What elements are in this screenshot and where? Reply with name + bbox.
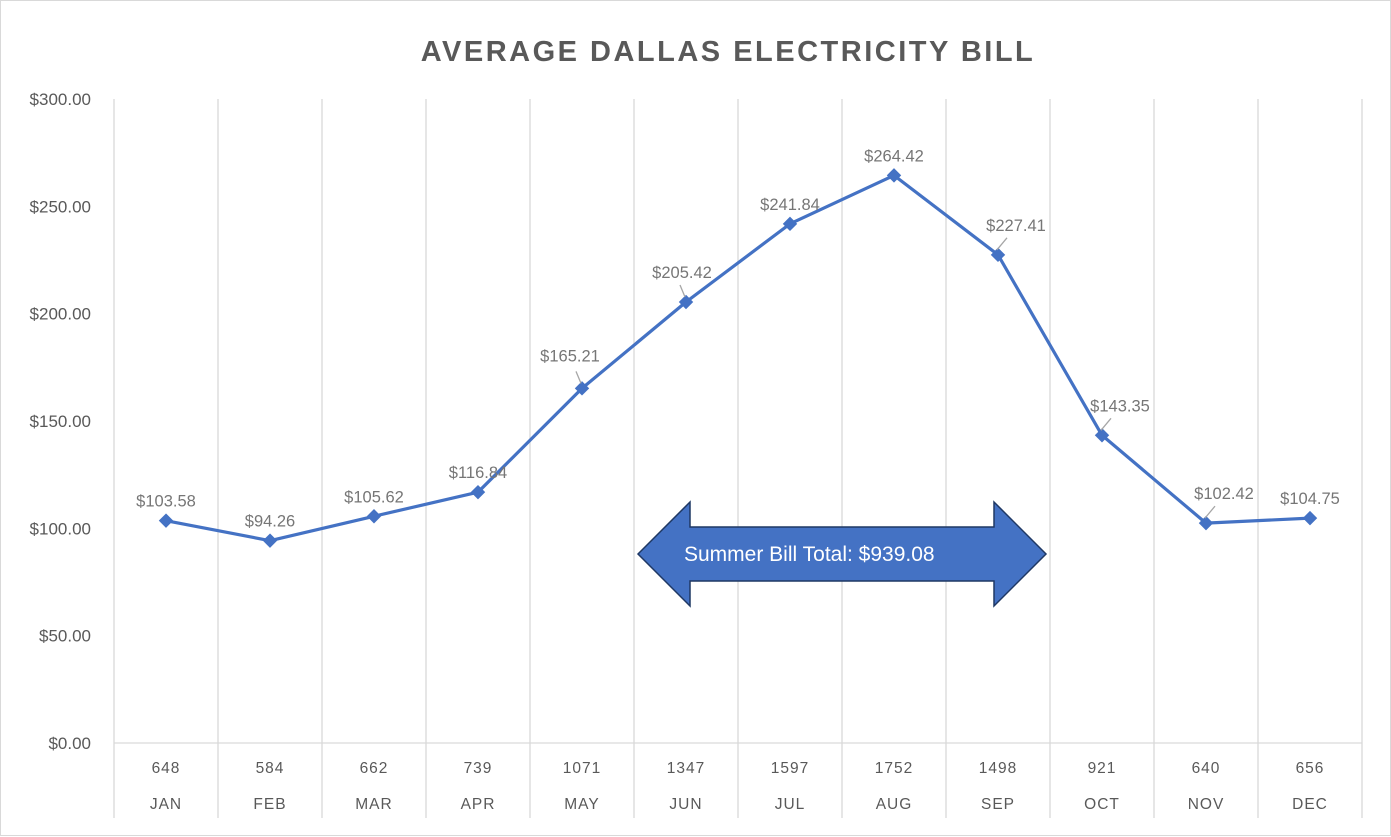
callout-label: Summer Bill Total: $939.08 xyxy=(684,543,935,566)
data-label: $105.62 xyxy=(344,488,404,506)
data-label-leader xyxy=(679,284,686,298)
x-tick-sublabel: 1071 xyxy=(563,760,601,777)
x-tick-label: APR xyxy=(461,796,496,813)
x-tick-label: MAY xyxy=(564,796,599,813)
y-tick-label: $200.00 xyxy=(30,305,91,324)
data-point-marker xyxy=(782,216,798,232)
data-point-marker xyxy=(574,381,590,396)
x-tick-sublabel: 584 xyxy=(256,760,285,777)
x-tick-sublabel: 656 xyxy=(1296,760,1325,777)
data-label: $116.84 xyxy=(449,464,507,482)
data-label: $103.58 xyxy=(136,493,196,511)
data-point-marker xyxy=(262,533,278,548)
x-tick-label: SEP xyxy=(981,796,1015,813)
y-tick-label: $250.00 xyxy=(30,197,91,216)
x-tick-label: NOV xyxy=(1188,796,1225,813)
x-tick-sublabel: 640 xyxy=(1192,760,1221,777)
x-tick-sublabel: 1752 xyxy=(875,760,913,777)
data-label: $102.42 xyxy=(1194,485,1254,503)
x-tick-label: JUL xyxy=(775,796,806,813)
x-tick-label: DEC xyxy=(1292,796,1328,813)
data-label-leader xyxy=(1100,417,1112,431)
y-axis: $0.00 $50.00 $100.00 $150.00 $200.00 $250.00 $… xyxy=(30,90,91,753)
data-label-leader xyxy=(1204,505,1216,519)
data-point-marker xyxy=(158,513,174,528)
data-point-marker xyxy=(886,168,902,183)
chart-title: AVERAGE DALLAS ELECTRICITY BILL xyxy=(421,36,1036,68)
data-point-marker xyxy=(678,294,694,310)
x-tick-sublabel: 921 xyxy=(1088,760,1117,777)
x-tick-label: AUG xyxy=(876,796,913,813)
summer-callout: Summer Bill Total: $939.08 xyxy=(636,500,1048,608)
y-tick-label: $300.00 xyxy=(30,90,91,109)
data-labels: $103.58 $94.26 $105.62 $116.84 $165.21 $205.4… xyxy=(136,147,1340,530)
x-tick-sublabel: 739 xyxy=(464,760,493,777)
data-point-marker xyxy=(1198,515,1214,531)
y-tick-label: $0.00 xyxy=(48,734,91,753)
data-label-leader xyxy=(996,237,1008,251)
y-tick-label: $50.00 xyxy=(39,627,91,646)
data-label: $143.35 xyxy=(1090,397,1150,415)
data-point-marker xyxy=(1302,510,1318,526)
x-tick-label: MAR xyxy=(355,796,392,813)
x-tick-sublabel: 648 xyxy=(152,760,181,777)
data-point-marker xyxy=(470,484,486,500)
x-tick-label: OCT xyxy=(1084,796,1120,813)
data-label-leader xyxy=(575,371,582,384)
y-tick-label: $100.00 xyxy=(30,519,91,538)
data-label: $104.75 xyxy=(1280,490,1340,508)
x-tick-sublabel: 662 xyxy=(360,760,389,777)
y-tick-label: $150.00 xyxy=(30,412,91,431)
data-label: $94.26 xyxy=(245,513,295,531)
data-label: $264.42 xyxy=(864,147,924,165)
x-tick-sublabel: 1347 xyxy=(667,760,705,777)
data-point-marker xyxy=(366,509,382,524)
x-tick-sublabel: 1498 xyxy=(979,760,1017,777)
x-tick-label: JAN xyxy=(150,796,182,813)
data-point-marker xyxy=(1094,428,1110,443)
series-electricity-bill xyxy=(158,168,1318,548)
data-point-marker xyxy=(990,247,1006,263)
data-label: $241.84 xyxy=(760,196,820,214)
data-label: $165.21 xyxy=(540,347,600,365)
x-tick-label: FEB xyxy=(253,796,286,813)
series-line xyxy=(165,173,1311,543)
x-axis: 648 JAN 584 FEB 662 MAR 739 APR 1071 MAY 1347 JUN 15… xyxy=(150,760,1328,813)
double-arrow-shape xyxy=(636,500,1048,608)
x-tick-label: JUN xyxy=(669,796,702,813)
grid-layer xyxy=(113,99,1363,818)
data-label: $205.42 xyxy=(652,264,712,282)
x-tick-sublabel: 1597 xyxy=(771,760,809,777)
data-label: $227.41 xyxy=(986,217,1046,235)
